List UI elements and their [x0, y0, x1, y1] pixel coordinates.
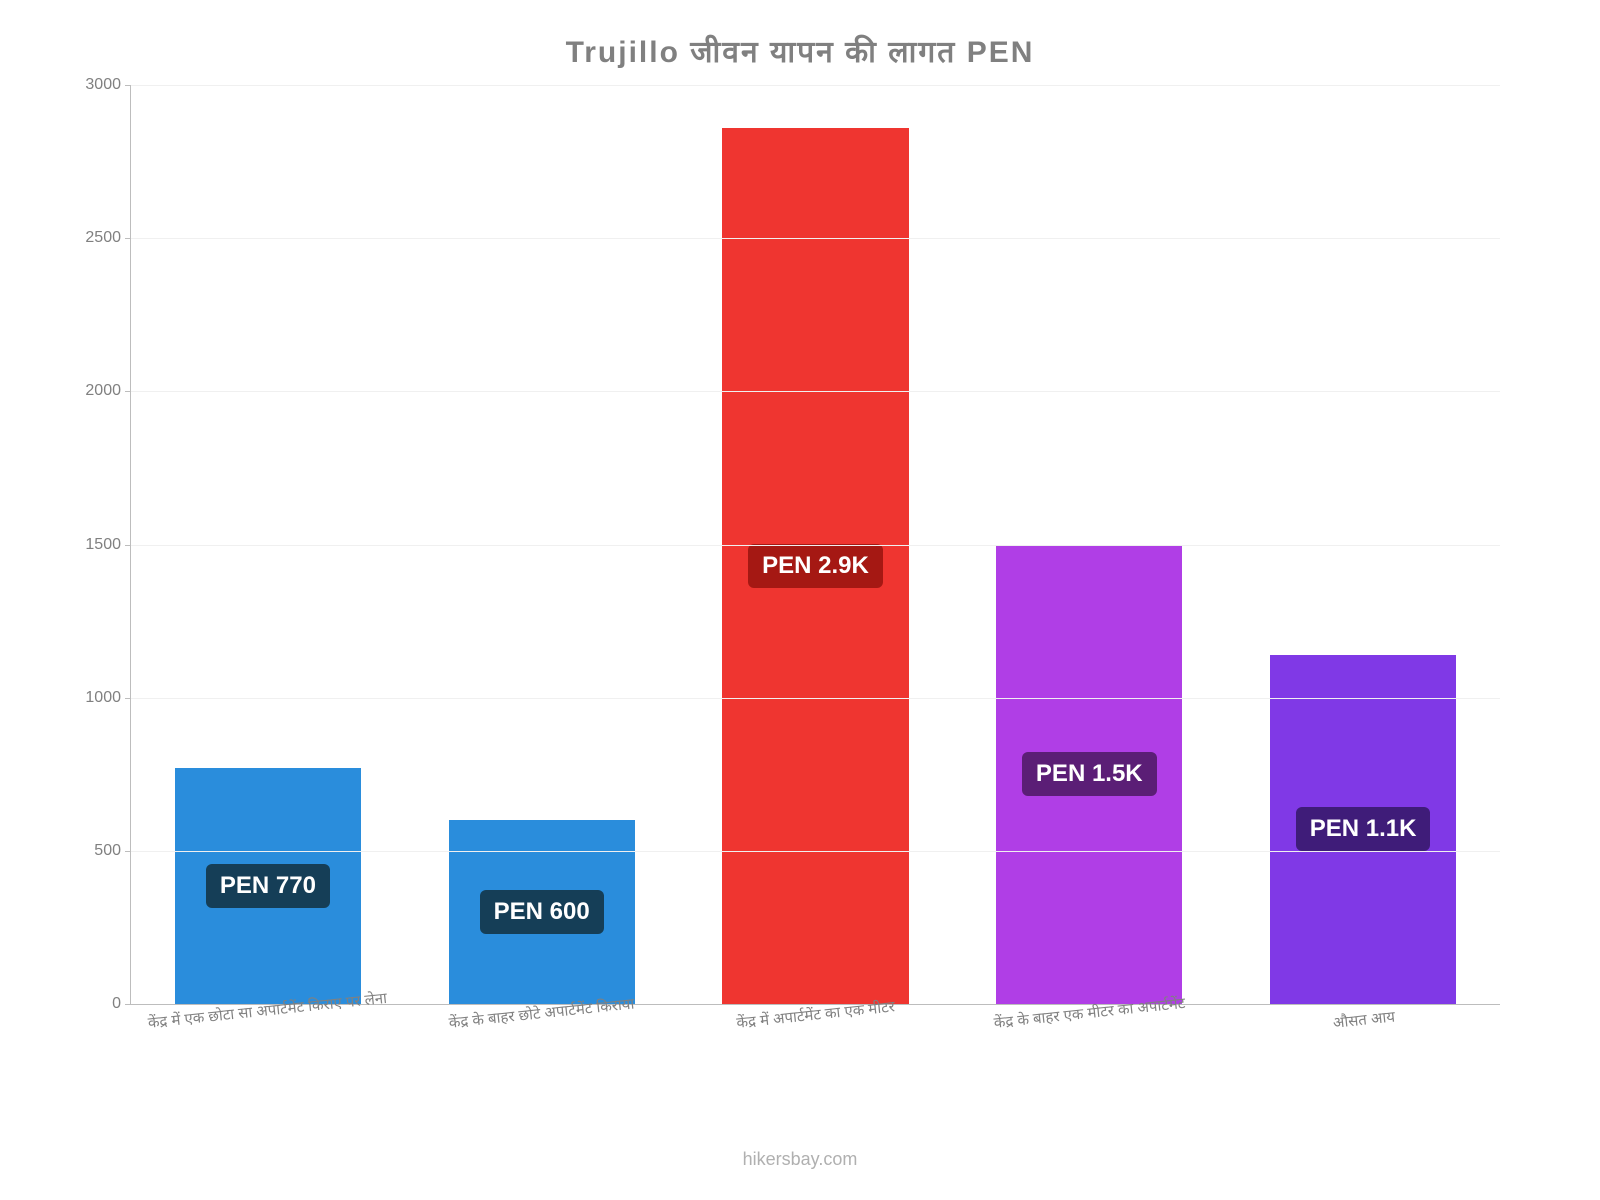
grid-line	[131, 698, 1500, 699]
grid-line	[131, 851, 1500, 852]
x-axis-labels: केंद्र में एक छोटा सा अपार्टमेंट किराए प…	[130, 1005, 1500, 1065]
bar-value-badge: PEN 770	[206, 864, 330, 908]
x-label-slot: केंद्र में एक छोटा सा अपार्टमेंट किराए प…	[130, 1005, 404, 1065]
attribution-text: hikersbay.com	[0, 1149, 1600, 1170]
bar: PEN 2.9K	[722, 128, 908, 1004]
chart-title: Trujillo जीवन यापन की लागत PEN	[60, 30, 1540, 71]
y-tick-label: 1500	[85, 536, 131, 554]
grid-line	[131, 85, 1500, 86]
grid-line	[131, 545, 1500, 546]
bar: PEN 600	[449, 820, 635, 1004]
bar: PEN 1.1K	[1270, 655, 1456, 1004]
y-tick-label: 1000	[85, 689, 131, 707]
y-tick-label: 2000	[85, 382, 131, 400]
plot-area: PEN 770PEN 600PEN 2.9KPEN 1.5KPEN 1.1K 0…	[130, 85, 1500, 1005]
grid-line	[131, 391, 1500, 392]
chart-container: Trujillo जीवन यापन की लागत PEN PEN 770 PE…	[60, 30, 1540, 1090]
bar-value-badge: PEN 1.1K	[1296, 807, 1431, 851]
bar: PEN 770	[175, 768, 361, 1004]
bar-value-badge: PEN 600	[480, 890, 604, 934]
bar: PEN 1.5K	[996, 545, 1182, 1005]
y-tick-label: 0	[112, 995, 131, 1013]
y-tick-label: 2500	[85, 229, 131, 247]
y-tick-label: 500	[94, 842, 131, 860]
x-label-slot: केंद्र के बाहर छोटे अपार्टमेंट किराया	[404, 1005, 678, 1065]
x-axis-label: औसत आय	[1332, 1006, 1396, 1032]
x-label-slot: केंद्र के बाहर एक मीटर का अपार्टमेंट	[952, 1005, 1226, 1065]
grid-line	[131, 238, 1500, 239]
y-tick-label: 3000	[85, 76, 131, 94]
x-label-slot: केंद्र में अपार्टमेंट का एक मीटर	[678, 1005, 952, 1065]
bar-value-badge: PEN 2.9K	[748, 544, 883, 588]
x-label-slot: औसत आय	[1226, 1005, 1500, 1065]
bar-value-badge: PEN 1.5K	[1022, 752, 1157, 796]
